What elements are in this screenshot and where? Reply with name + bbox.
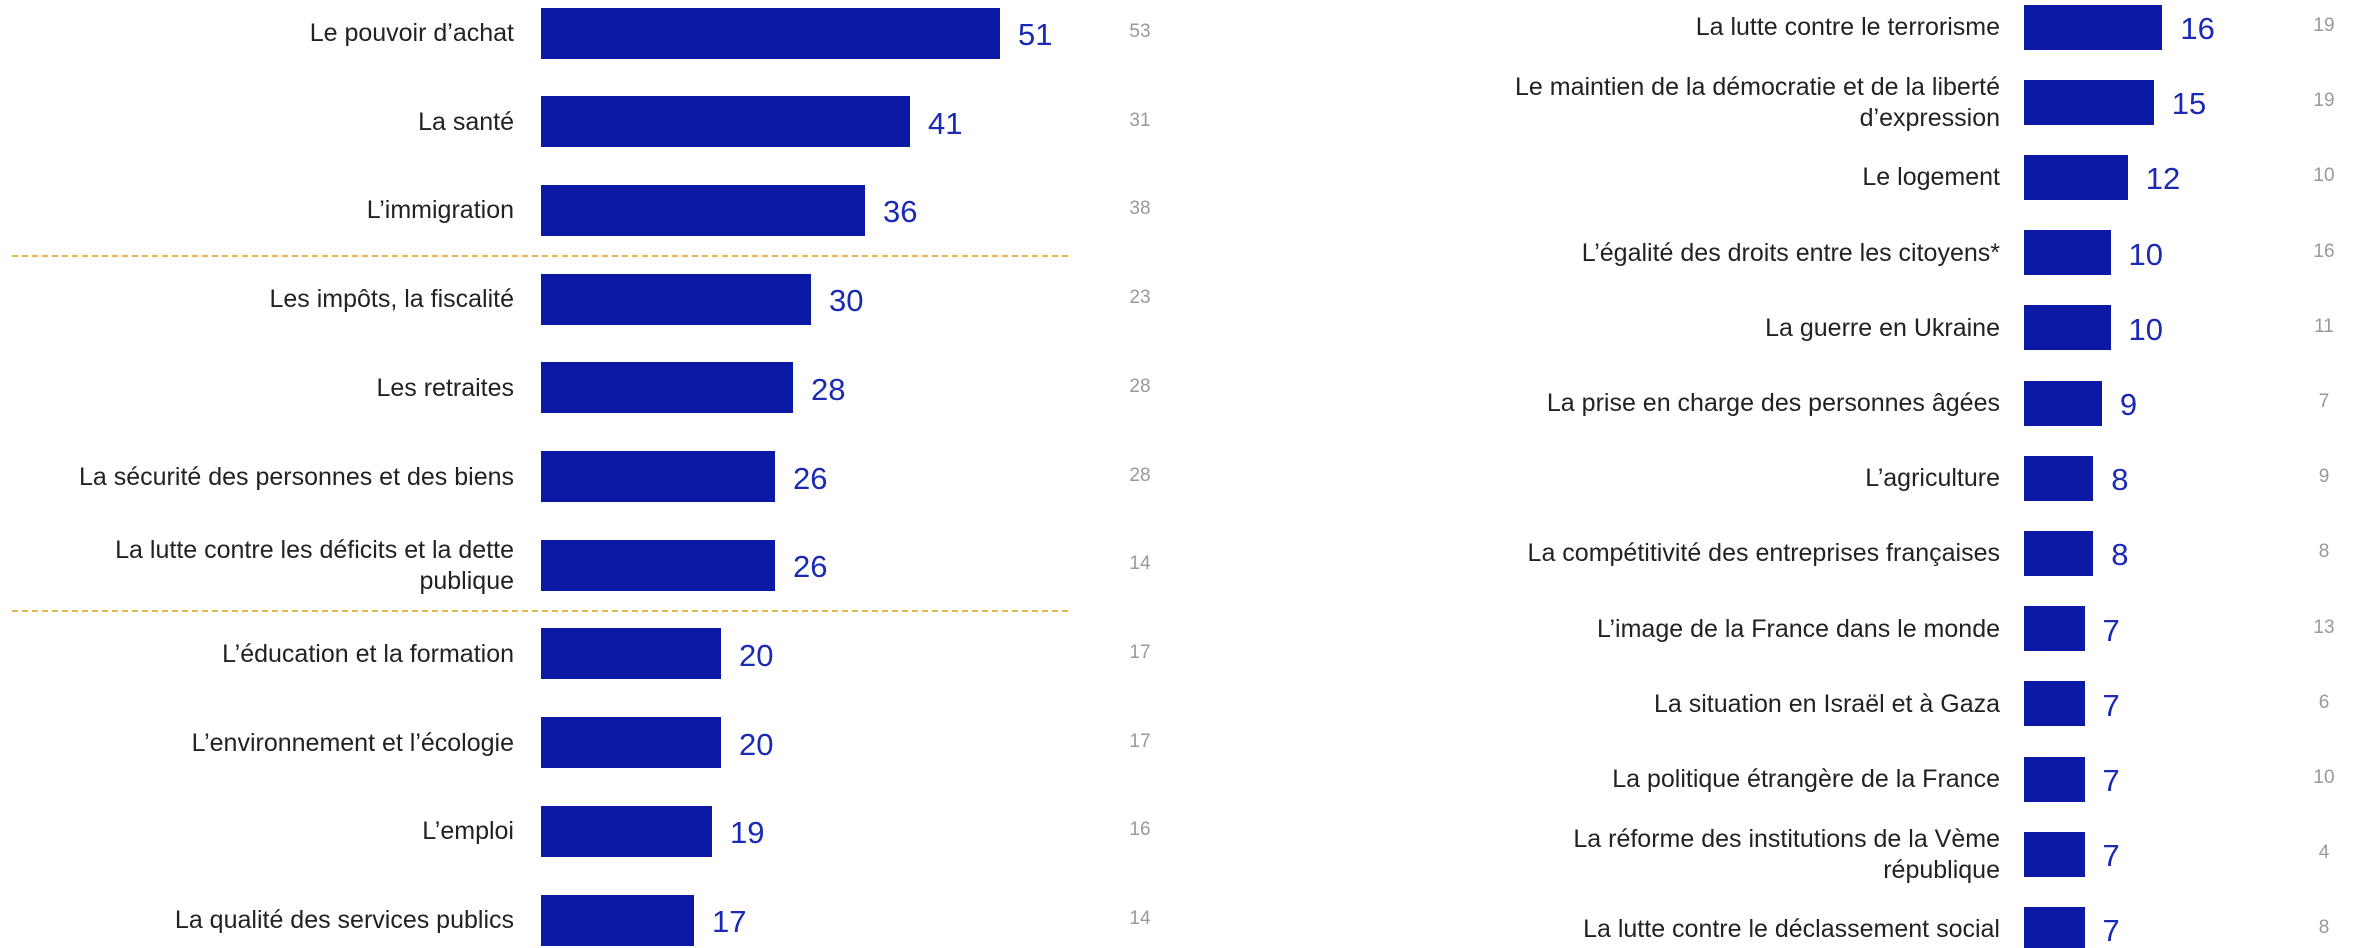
- previous-value: 53: [1129, 21, 1151, 42]
- category-label: La prise en charge des personnes âgées: [1546, 389, 2000, 417]
- bar: [541, 894, 694, 946]
- category-label: Les impôts, la fiscalité: [269, 285, 514, 314]
- previous-value: 19: [2313, 90, 2335, 112]
- bar: [541, 184, 865, 236]
- bar: [2024, 606, 2085, 652]
- previous-value: 8: [2318, 541, 2330, 563]
- category-label: L’image de la France dans le monde: [1596, 614, 2000, 643]
- category-label: L’emploi: [422, 817, 514, 846]
- previous-value: 17: [1129, 730, 1151, 752]
- value-label: 28: [811, 371, 846, 407]
- previous-value: 6: [2318, 691, 2330, 713]
- category-label: L’immigration: [366, 196, 514, 225]
- value-label: 10: [2128, 236, 2163, 272]
- value-label: 8: [2111, 462, 2129, 498]
- value-label: 41: [928, 105, 963, 141]
- bar: [541, 628, 721, 680]
- value-label: 36: [883, 194, 918, 230]
- bar: [2024, 530, 2094, 576]
- previous-value: 10: [2313, 165, 2335, 187]
- bar: [541, 539, 775, 591]
- bar: [2024, 831, 2085, 877]
- previous-value: 28: [1129, 375, 1151, 397]
- category-label: La politique étrangère de la France: [1612, 765, 2000, 793]
- category-label: La compétitivité des entreprises françai…: [1527, 539, 2000, 568]
- previous-value: 16: [1129, 819, 1151, 841]
- previous-value: 7: [2318, 391, 2330, 412]
- previous-value: 8: [2318, 917, 2330, 939]
- category-label: La situation en Israël et à Gaza: [1653, 689, 2000, 718]
- bar: [2024, 4, 2163, 50]
- value-label: 16: [2180, 11, 2215, 46]
- value-label: 9: [2119, 387, 2138, 422]
- previous-value: 13: [2313, 616, 2335, 638]
- value-label: 7: [2102, 838, 2120, 874]
- bar: [541, 451, 775, 502]
- category-label: La réforme des institutions de la Vème r…: [1573, 825, 2000, 885]
- previous-value: 38: [1129, 198, 1151, 220]
- bar: [541, 717, 721, 769]
- category-label: L’égalité des droits entre les citoyens*: [1581, 238, 2000, 267]
- category-label: La guerre en Ukraine: [1765, 313, 2000, 342]
- category-label: L’environnement et l’écologie: [191, 728, 514, 757]
- value-label: 12: [2145, 161, 2181, 197]
- category-label: Le maintien de la démocratie et de la li…: [1514, 73, 2000, 133]
- value-label: 8: [2111, 537, 2129, 573]
- value-label: 17: [712, 904, 747, 939]
- value-label: 7: [2102, 913, 2120, 948]
- category-label: La qualité des services publics: [174, 906, 514, 934]
- previous-value: 23: [1129, 287, 1151, 309]
- previous-value: 10: [2313, 767, 2335, 788]
- category-label: L’agriculture: [1865, 464, 2000, 493]
- bar: [2024, 305, 2111, 351]
- value-label: 7: [2102, 763, 2120, 798]
- group-separator: [12, 254, 1068, 257]
- previous-value: 16: [2313, 240, 2335, 262]
- previous-value: 19: [2313, 15, 2335, 36]
- bar: [2024, 681, 2085, 727]
- group-separator: [12, 609, 1068, 612]
- bar: [2024, 455, 2094, 501]
- bar: [541, 805, 712, 857]
- bar: [2024, 79, 2154, 125]
- value-label: 26: [793, 549, 828, 585]
- previous-value: 14: [1129, 553, 1151, 575]
- previous-value: 4: [2318, 842, 2330, 864]
- bar: [541, 96, 910, 148]
- category-label: L’éducation et la formation: [222, 639, 514, 668]
- value-label: 19: [730, 815, 765, 851]
- bar: [541, 7, 1000, 59]
- category-label: La sécurité des personnes et des biens: [79, 462, 514, 491]
- bar: [2024, 230, 2111, 276]
- previous-value: 11: [2314, 315, 2334, 337]
- value-label: 7: [2102, 612, 2120, 648]
- category-label: La lutte contre les déficits et la dette…: [115, 536, 514, 596]
- bar: [2024, 154, 2128, 200]
- category-label: Le logement: [1862, 163, 2000, 192]
- value-label: 20: [739, 637, 774, 673]
- category-label: Le pouvoir d’achat: [309, 19, 514, 47]
- value-label: 30: [829, 283, 864, 319]
- bar: [2024, 906, 2085, 948]
- category-label: La lutte contre le déclassement social: [1583, 915, 2000, 944]
- previous-value: 28: [1129, 464, 1151, 486]
- value-label: 10: [2128, 311, 2163, 347]
- category-label: Les retraites: [376, 373, 514, 402]
- previous-value: 31: [1129, 109, 1151, 131]
- bar: [2024, 756, 2085, 802]
- category-label: La santé: [418, 107, 514, 136]
- value-label: 15: [2171, 86, 2207, 122]
- bar: [2024, 380, 2102, 426]
- value-label: 7: [2102, 687, 2120, 723]
- value-label: 51: [1018, 17, 1053, 52]
- bar: [541, 273, 811, 325]
- bar: [541, 362, 793, 414]
- previous-value: 9: [2318, 466, 2330, 488]
- value-label: 26: [793, 460, 828, 496]
- category-label: La lutte contre le terrorisme: [1695, 13, 2000, 41]
- previous-value: 17: [1129, 641, 1151, 663]
- previous-value: 14: [1129, 908, 1151, 929]
- value-label: 20: [739, 726, 774, 762]
